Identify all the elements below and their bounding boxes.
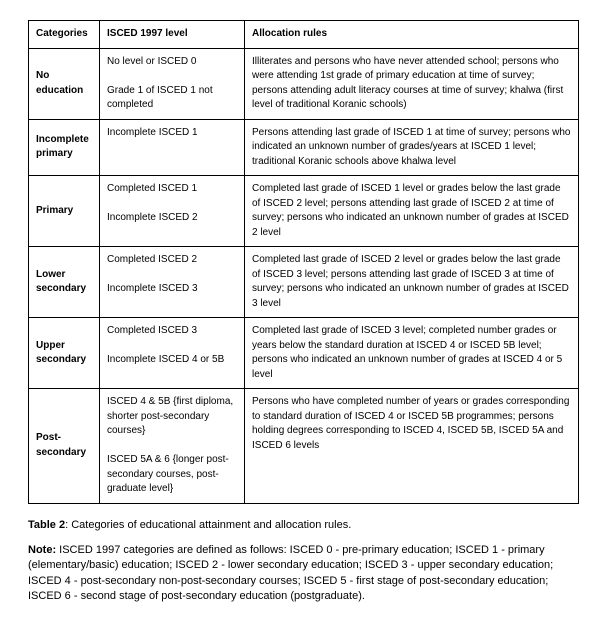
category-cell: Primary xyxy=(29,176,100,247)
rules-cell: Persons who have completed number of yea… xyxy=(245,389,579,504)
rules-cell: Completed last grade of ISCED 2 level or… xyxy=(245,247,579,318)
caption-label: Table 2 xyxy=(28,519,65,531)
category-cell: No education xyxy=(29,48,100,119)
col-header-isced: ISCED 1997 level xyxy=(100,21,245,49)
table-row: Lower secondary Completed ISCED 2 Incomp… xyxy=(29,247,579,318)
isced-cell: No level or ISCED 0 Grade 1 of ISCED 1 n… xyxy=(100,48,245,119)
note-text: ISCED 1997 categories are defined as fol… xyxy=(28,544,553,602)
category-cell: Post-secondary xyxy=(29,389,100,504)
table-header-row: Categories ISCED 1997 level Allocation r… xyxy=(29,21,579,49)
caption-text: : Categories of educational attainment a… xyxy=(65,519,351,531)
rules-cell: Completed last grade of ISCED 1 level or… xyxy=(245,176,579,247)
isced-cell: Completed ISCED 3 Incomplete ISCED 4 or … xyxy=(100,318,245,389)
table-row: Incomplete primary Incomplete ISCED 1 Pe… xyxy=(29,119,579,176)
category-cell: Upper secondary xyxy=(29,318,100,389)
col-header-rules: Allocation rules xyxy=(245,21,579,49)
table-row: No education No level or ISCED 0 Grade 1… xyxy=(29,48,579,119)
attainment-table: Categories ISCED 1997 level Allocation r… xyxy=(28,20,579,504)
rules-cell: Persons attending last grade of ISCED 1 … xyxy=(245,119,579,176)
table-note: Note: ISCED 1997 categories are defined … xyxy=(28,543,579,605)
table-caption: Table 2: Categories of educational attai… xyxy=(28,518,579,533)
col-header-categories: Categories xyxy=(29,21,100,49)
isced-cell: Incomplete ISCED 1 xyxy=(100,119,245,176)
table-row: Upper secondary Completed ISCED 3 Incomp… xyxy=(29,318,579,389)
isced-cell: Completed ISCED 2 Incomplete ISCED 3 xyxy=(100,247,245,318)
category-cell: Lower secondary xyxy=(29,247,100,318)
rules-cell: Completed last grade of ISCED 3 level; c… xyxy=(245,318,579,389)
category-cell: Incomplete primary xyxy=(29,119,100,176)
table-row: Primary Completed ISCED 1 Incomplete ISC… xyxy=(29,176,579,247)
rules-cell: Illiterates and persons who have never a… xyxy=(245,48,579,119)
isced-cell: Completed ISCED 1 Incomplete ISCED 2 xyxy=(100,176,245,247)
isced-cell: ISCED 4 & 5B {first diploma, shorter pos… xyxy=(100,389,245,504)
table-row: Post-secondary ISCED 4 & 5B {first diplo… xyxy=(29,389,579,504)
